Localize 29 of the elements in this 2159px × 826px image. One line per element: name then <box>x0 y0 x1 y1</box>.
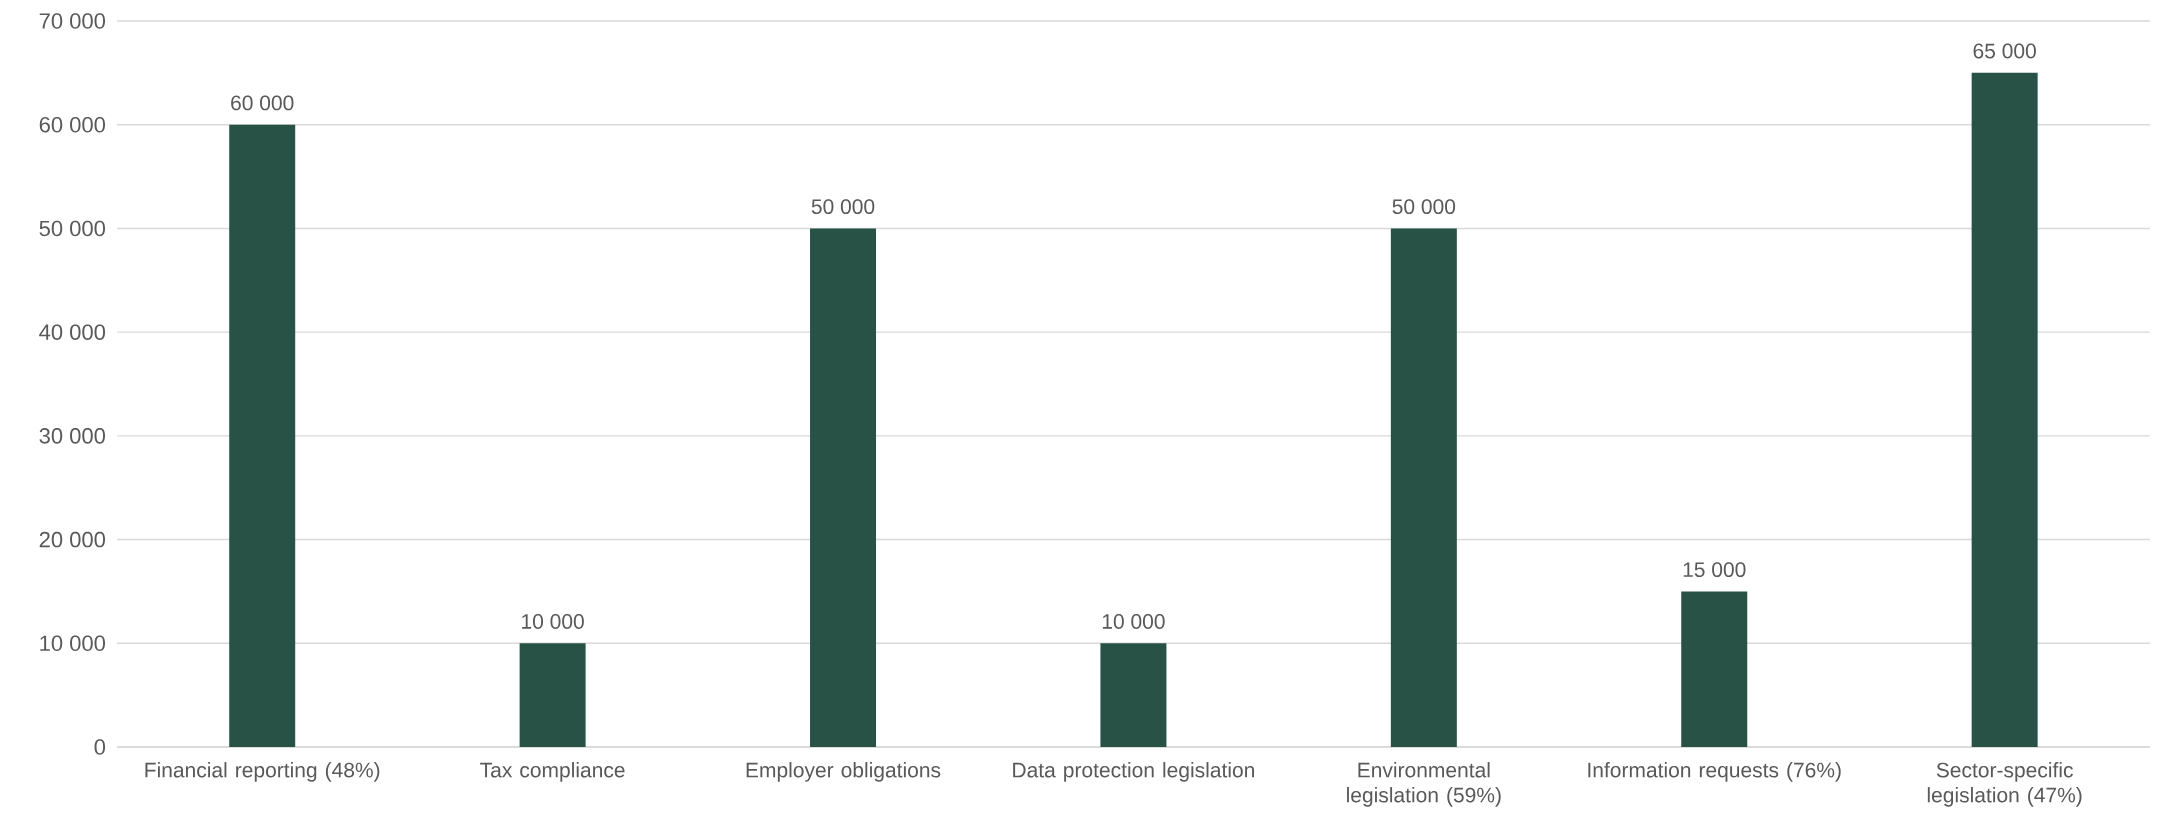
data-label: 50 000 <box>1392 199 1456 215</box>
x-tick-label: Tax compliance <box>480 762 625 782</box>
x-tick-label: Data protection legislation <box>1013 762 1254 782</box>
y-tick-label: 70 000 <box>39 13 106 29</box>
x-tick-label: Sector-specific legislation (47%) <box>1927 762 2082 807</box>
x-tick-label: Environmental legislation (59%) <box>1347 762 1501 807</box>
data-label: 50 000 <box>811 199 875 215</box>
data-label: 60 000 <box>231 95 294 111</box>
y-tick-label: 30 000 <box>39 428 106 444</box>
y-tick-label: 50 000 <box>39 220 106 237</box>
data-label: 10 000 <box>522 614 584 629</box>
y-tick-label: 0 <box>94 739 106 755</box>
bar <box>1971 72 2038 747</box>
bar <box>1100 643 1167 747</box>
x-tick-label: Financial reporting (48%) <box>145 762 380 782</box>
bar <box>810 228 877 747</box>
y-tick-label: 40 000 <box>39 324 106 340</box>
bar <box>1390 228 1457 747</box>
y-tick-label: 60 000 <box>39 116 106 133</box>
bar <box>519 643 586 747</box>
data-label: 10 000 <box>1102 614 1165 629</box>
data-label: 65 000 <box>1973 43 2036 59</box>
data-label: 15 000 <box>1683 562 1746 578</box>
x-tick-label: Employer obligations <box>746 762 941 782</box>
y-tick-label: 20 000 <box>39 531 106 548</box>
x-tick-label: Information requests (76%) <box>1588 762 1841 782</box>
bar <box>1681 591 1748 747</box>
y-tick-label: 10 000 <box>40 635 106 652</box>
bar <box>229 124 296 747</box>
